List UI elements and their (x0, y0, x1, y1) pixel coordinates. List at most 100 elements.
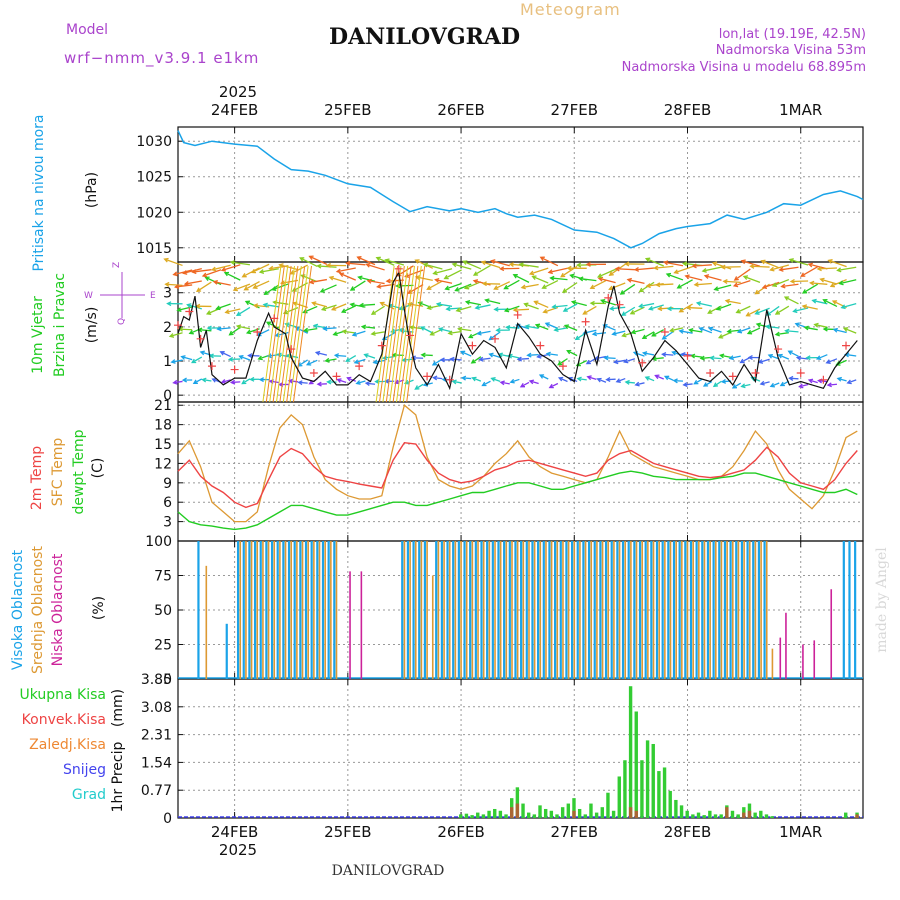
wind-arrow-head (702, 382, 709, 387)
wind-arrow (820, 278, 838, 285)
wind-arrow-head (168, 333, 175, 338)
wind-arrow (244, 281, 260, 291)
y-tick-label: 3 (163, 515, 172, 531)
wind-arrow (708, 327, 722, 333)
x-tick-label-top: 28FEB (664, 101, 711, 119)
wind-arrow-head (365, 262, 371, 268)
wind-arrow (463, 260, 482, 270)
wind-arrow (471, 356, 482, 364)
wind-arrow (621, 306, 636, 316)
wind-arrow (781, 283, 799, 288)
wind-arrow-head (247, 353, 253, 359)
wind-arrow (534, 300, 549, 309)
wind-arrow-head (665, 272, 672, 278)
precip-bar (555, 814, 559, 818)
wind-arrow (702, 266, 722, 272)
wind-arrow-head (228, 330, 234, 336)
wind-gust-marker (185, 307, 194, 316)
wind-arrow (477, 330, 491, 335)
wind-arrow (336, 267, 356, 273)
dew-label: dewpt Temp (71, 429, 87, 514)
wind-arrow (519, 263, 539, 268)
svg-text:Q: Q (117, 318, 127, 325)
wind-arrow (689, 329, 703, 333)
wind-arrow-head (717, 334, 724, 339)
model-name: wrf−nmm_v3.9.1 e1km (64, 49, 259, 68)
wind-arrow-head (576, 262, 582, 268)
wind-arrow-head (608, 271, 614, 276)
wind-arrow (444, 269, 462, 280)
wind-arrow (445, 282, 462, 290)
wind-arrow-head (166, 301, 172, 307)
wind-gust-line (286, 265, 306, 403)
conv-precip-bar (634, 810, 638, 818)
wind-arrow-head (186, 303, 192, 308)
wind-arrow (241, 378, 251, 385)
wind-arrow (448, 330, 462, 335)
wind-arrow (734, 268, 751, 281)
wind-arrow (346, 262, 366, 266)
wind-arrow (654, 265, 674, 269)
wind-arrow-head (432, 270, 438, 276)
precip-bar (645, 740, 650, 818)
precip-bar (493, 808, 497, 818)
wind-arrow-head (235, 311, 242, 317)
wind-gust-marker (751, 368, 760, 377)
wind-arrow (614, 359, 626, 363)
wind-arrow-head (630, 329, 636, 335)
wind-arrow-head (370, 310, 377, 315)
wind-arrow (504, 279, 520, 290)
wind-arrow-head (827, 259, 833, 264)
wind-arrow-head (757, 359, 764, 364)
wind-arrow-head (596, 377, 602, 383)
precip-bar (844, 812, 848, 818)
wind-arrow-head (484, 298, 490, 304)
wind-arrow (184, 280, 202, 285)
wind-arrow-head (784, 328, 790, 334)
wind-arrow-head (340, 308, 347, 314)
temp2m-line (177, 441, 858, 509)
wind-arrow-head (703, 274, 710, 279)
wind-arrow-head (257, 355, 263, 361)
wind-arrow (643, 352, 655, 356)
wind-arrow-head (778, 266, 784, 272)
wind-arrow (491, 377, 501, 382)
wind-arrow (633, 351, 645, 357)
legend-conv-rain: Konvek.Kisa (22, 712, 106, 728)
wind-arrow-head (549, 275, 555, 281)
x-tick-label-bottom: 26FEB (437, 823, 484, 841)
wind-arrow (664, 375, 674, 381)
wind-arrow-head (512, 274, 518, 279)
wind-arrow-head (672, 378, 678, 384)
wind-arrow-head (645, 283, 651, 289)
wind-arrow-head (771, 282, 778, 287)
wind-arrow (347, 377, 356, 382)
wind-gust-line (402, 265, 422, 403)
precip-bar (577, 808, 582, 818)
wind-arrow-head (180, 355, 186, 360)
wind-arrow (316, 351, 328, 356)
wind-arrow (788, 350, 799, 357)
wind-arrow-head (518, 262, 524, 268)
wind-arrow-head (451, 262, 457, 268)
wind-arrow-head (311, 301, 317, 307)
wind-arrow-head (528, 270, 535, 276)
wind-gust-line (406, 265, 426, 403)
wind-arrow-head (478, 356, 484, 362)
precip-bar (736, 814, 740, 818)
wind-arrow (723, 280, 741, 284)
y-tick-label: 2.31 (141, 728, 172, 744)
temp2m-label: 2m Temp (29, 446, 45, 510)
wind-arrow (567, 350, 578, 357)
wind-arrow (458, 328, 472, 332)
wind-arrow-head (553, 327, 559, 333)
wind-arrow-head (265, 321, 272, 326)
legend-hail: Grad (72, 787, 106, 803)
wind-arrow (202, 378, 212, 382)
wind-arrow-head (801, 304, 808, 310)
wind-arrow-head (836, 376, 842, 382)
wind-arrow (577, 377, 587, 381)
wind-arrow-head (800, 272, 806, 277)
y-tick-label: 25 (154, 638, 172, 654)
wind-arrow-head (462, 260, 468, 265)
